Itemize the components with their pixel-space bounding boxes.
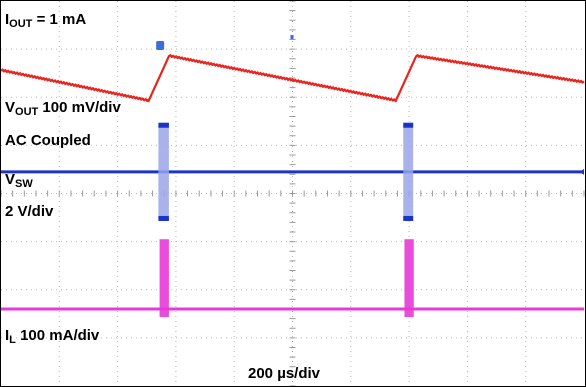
vsw-label: VSW xyxy=(5,171,33,190)
timebase-label: 200 µs/div xyxy=(248,365,321,382)
coupling-label: AC Coupled xyxy=(5,132,91,149)
vout-trace xyxy=(0,53,585,103)
vsw-switching-burst xyxy=(158,123,169,220)
vsw-burst-high xyxy=(158,122,169,128)
trigger-position-marker xyxy=(156,41,165,50)
center-reference-marker xyxy=(290,35,294,39)
channel-level-marker xyxy=(580,168,584,175)
vsw-burst-low xyxy=(403,215,414,221)
vout-scale-label: VOUT 100 mV/div xyxy=(5,99,121,118)
vsw-switching-burst xyxy=(403,123,414,220)
il-pulse xyxy=(159,239,169,317)
vsw-burst-high xyxy=(403,122,414,128)
vsw-burst-low xyxy=(158,215,169,221)
vsw-scale-label: 2 V/div xyxy=(5,203,54,220)
iout-label: IOUT = 1 mA xyxy=(5,11,87,30)
il-pulse xyxy=(404,239,414,317)
il-scale-label: IL 100 mA/div xyxy=(5,327,100,346)
waveform-traces xyxy=(0,53,585,317)
trigger-markers xyxy=(156,35,584,175)
